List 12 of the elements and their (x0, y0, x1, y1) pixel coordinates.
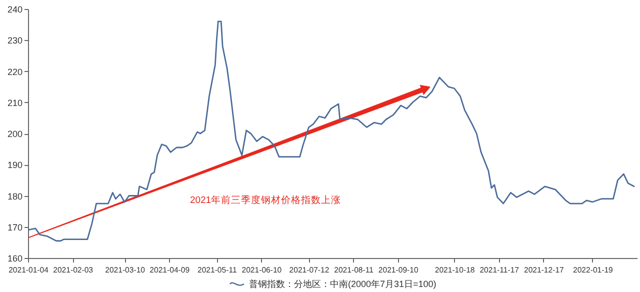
y-tick-label: 180 (7, 191, 22, 202)
line-series (28, 20, 635, 242)
y-tick-label: 210 (7, 98, 22, 108)
legend-label: 普钢指数：分地区：中南(2000年7月31日=100) (248, 279, 436, 289)
y-tick-label: 220 (7, 66, 22, 77)
y-tick-label: 240 (7, 4, 22, 14)
y-tick-label: 200 (7, 129, 22, 139)
y-tick-label: 230 (7, 36, 22, 46)
y-tick-label: 160 (7, 254, 22, 264)
y-tick-label: 190 (7, 160, 22, 170)
y-tick-label: 170 (7, 222, 22, 232)
annotation: 2021年前三季度钢材价格指数上涨 (190, 194, 342, 206)
